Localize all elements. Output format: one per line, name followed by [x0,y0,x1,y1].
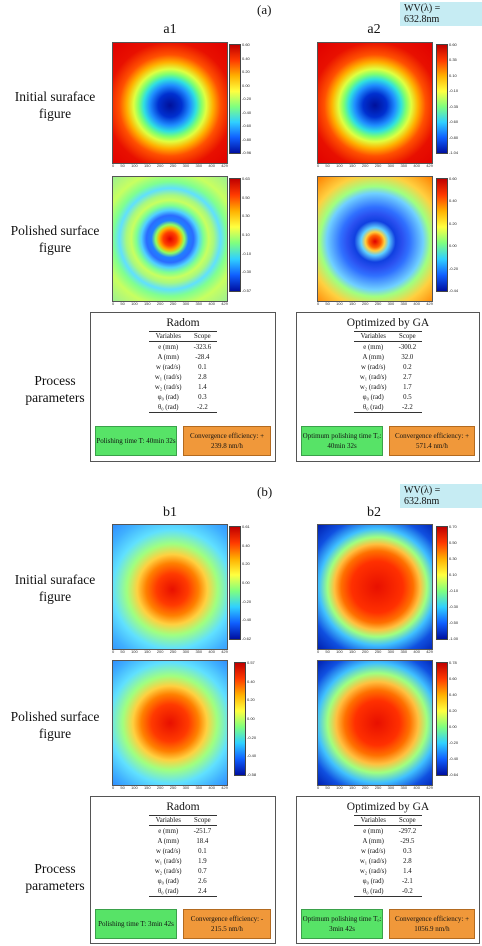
panel-b-wavelength: WV(λ) = 632.8nm [400,484,482,508]
x-axis-ticks-a1-polished: 0 50 100 150 200 250 300 350 400 429 [112,301,228,306]
params-table: Variables Scope e (mm) -297.2 A (mm) -29.5 … [353,815,423,897]
colorbar-ticks-b2-initial: 0.70 0.50 0.30 0.10 -0.10 -0.30 -0.50 -1.00 [449,524,459,641]
row-initial-label-a: Initial suraface figure [14,89,96,121]
polishing-time-badge: Optimum polishing time Tₒ: 40min 32s [301,426,383,456]
x-axis-ticks-a2-polished: 0 50 100 150 200 250 300 350 400 429 [317,301,433,306]
params-title: Radom [166,801,200,813]
x-axis-ticks-b1-polished: 0 50 100 150 200 250 300 350 400 429 [112,785,228,790]
colorbar-a2-polished [436,178,448,292]
surface-map-a1-polished [112,176,228,302]
params-box-a-random: Radom Variables Scope e (mm) -323.6 A (mm)… [90,312,276,462]
params-box-b-ga: Optimized by GA Variables Scope e (mm) -29… [296,796,480,944]
col-b1-title: b1 [163,505,177,520]
x-axis-ticks-b1-initial: 0 50 100 150 200 250 300 350 400 429 [112,649,228,654]
params-table: Variables Scope e (mm) -323.6 A (mm) -28.4 … [148,331,218,413]
colorbar-a1-polished [229,178,241,292]
row-process-label-a: Process parameters [25,373,85,405]
colorbar-ticks-a2-polished: 0.60 0.40 0.20 0.00 -0.20 -0.44 [449,176,459,293]
colorbar-ticks-b1-initial: 0.61 0.40 0.20 0.00 -0.20 -0.40 -0.62 [242,524,252,641]
x-axis-ticks-a1-initial: 0 50 100 150 200 250 300 350 400 429 [112,163,228,168]
surface-map-b2-polished [317,660,433,786]
surface-map-b1-initial [112,524,228,650]
convergence-efficiency-badge: Convergence efficiency: - 215.5 nm/h [183,909,271,939]
polishing-time-badge: Polishing time T: 3min 42s [95,909,177,939]
col-a2-title: a2 [367,22,381,37]
surface-map-a2-initial [317,42,433,164]
params-title: Optimized by GA [346,801,430,813]
colorbar-b1-polished [234,662,246,776]
colorbar-b1-initial [229,526,241,640]
params-table: Variables Scope e (mm) -251.7 A (mm) 18.4 w… [148,815,218,897]
row-polished-label-b: Polished surface figure [10,709,100,741]
colorbar-ticks-b2-polished: 0.78 0.60 0.40 0.20 0.00 -0.20 -0.40 -0.64 [449,660,459,777]
row-polished-label-a: Polished surface figure [10,223,100,255]
colorbar-ticks-b1-polished: 0.57 0.40 0.20 0.00 -0.20 -0.40 -0.58 [247,660,257,777]
x-axis-ticks-a2-initial: 0 50 100 150 200 250 300 350 400 429 [317,163,433,168]
params-title: Optimized by GA [346,317,430,329]
panel-b-label: (b) [257,484,273,499]
surface-map-b1-polished [112,660,228,786]
polishing-time-badge: Optimum polishing time Tₒ: 3min 42s [301,909,383,939]
params-title: Radom [166,317,200,329]
col-a1-title: a1 [163,22,177,37]
colorbar-a2-initial [436,44,448,154]
colorbar-ticks-a1-polished: 0.63 0.50 0.30 0.10 -0.10 -0.30 -0.57 [242,176,252,293]
surface-map-a1-initial [112,42,228,164]
panel-a-label: (a) [257,2,272,17]
params-box-b-random: Radom Variables Scope e (mm) -251.7 A (mm)… [90,796,276,944]
convergence-efficiency-badge: Convergence efficiency: + 1056.9 nm/h [389,909,475,939]
colorbar-a1-initial [229,44,241,154]
convergence-efficiency-badge: Convergence efficiency: + 239.8 nm/h [183,426,271,456]
polishing-time-badge: Polishing time T: 40min 32s [95,426,177,456]
surface-map-a2-polished [317,176,433,302]
x-axis-ticks-b2-initial: 0 50 100 150 200 250 300 350 400 429 [317,649,433,654]
surface-map-b2-initial [317,524,433,650]
params-box-a-ga: Optimized by GA Variables Scope e (mm) -30… [296,312,480,462]
convergence-efficiency-badge: Convergence efficiency: + 571.4 nm/h [389,426,475,456]
panel-a-wavelength: WV(λ) = 632.8nm [400,2,482,26]
colorbar-b2-polished [436,662,448,776]
col-b2-title: b2 [367,505,381,520]
colorbar-ticks-a1-initial: 0.60 0.40 0.20 0.00 -0.20 -0.40 -0.60 -0.80 -0.9… [242,42,252,155]
params-table: Variables Scope e (mm) -300.2 A (mm) 32.0 w… [353,331,423,413]
row-process-label-b: Process parameters [25,861,85,893]
row-initial-label-b: Initial suraface figure [14,572,96,604]
colorbar-ticks-a2-initial: 0.60 0.35 0.10 -0.10 -0.35 -0.60 -0.80 -1.04 [449,42,459,155]
colorbar-b2-initial [436,526,448,640]
x-axis-ticks-b2-polished: 0 50 100 150 200 250 300 350 400 429 [317,785,433,790]
